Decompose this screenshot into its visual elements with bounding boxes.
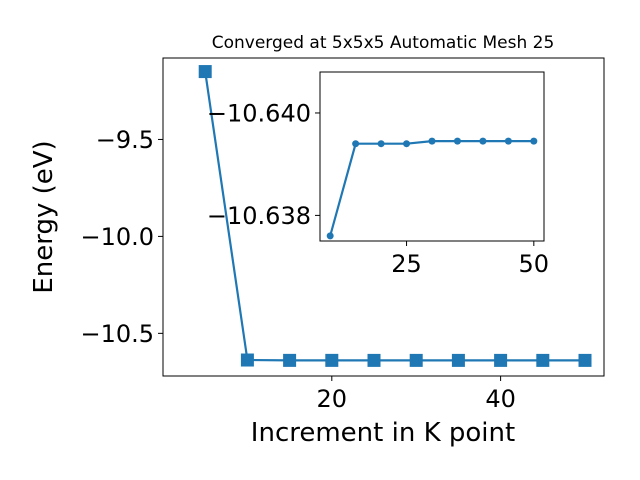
main-y-tick-label: −9.5: [96, 126, 154, 154]
chart-title: Converged at 5x5x5 Automatic Mesh 25: [212, 33, 555, 53]
inset-data-point: [530, 137, 538, 145]
main-axes-frame: [162, 57, 605, 377]
main-data-point: [451, 353, 465, 367]
main-data-point: [240, 353, 254, 367]
inset-x-tick-label: 25: [391, 250, 422, 278]
inset-axes-frame: [319, 71, 545, 242]
main-data-point: [283, 353, 297, 367]
inset-plot: 25 50 −10.638 −10.640: [207, 71, 550, 278]
main-data-point: [367, 353, 381, 367]
inset-data-point: [377, 140, 385, 148]
main-data-point: [198, 65, 212, 79]
inset-x-tick-label: 50: [519, 250, 550, 278]
inset-data-point: [326, 232, 334, 240]
y-axis-label: Energy (eV): [29, 140, 59, 293]
inset-data-point: [453, 137, 461, 145]
inset-y-tick-label: −10.638: [207, 202, 311, 230]
main-data-point: [578, 353, 592, 367]
inset-data-point: [504, 137, 512, 145]
inset-y-tick-label: −10.640: [207, 100, 311, 128]
inset-data-point: [428, 137, 436, 145]
inset-data-point: [403, 140, 411, 148]
inset-plot-area: [320, 72, 544, 241]
x-axis-label: Increment in K point: [251, 418, 515, 448]
inset-data-point: [479, 137, 487, 145]
inset-data-point: [352, 140, 360, 148]
main-x-tick-label: 20: [317, 385, 348, 413]
main-data-point: [325, 353, 339, 367]
main-series-line: [204, 71, 586, 362]
main-data-point: [536, 353, 550, 367]
main-data-point: [494, 353, 508, 367]
main-y-tick-label: −10.5: [80, 320, 154, 348]
main-data-point: [409, 353, 423, 367]
main-y-tick-label: −10.0: [80, 223, 154, 251]
main-x-tick-label: 40: [485, 385, 516, 413]
